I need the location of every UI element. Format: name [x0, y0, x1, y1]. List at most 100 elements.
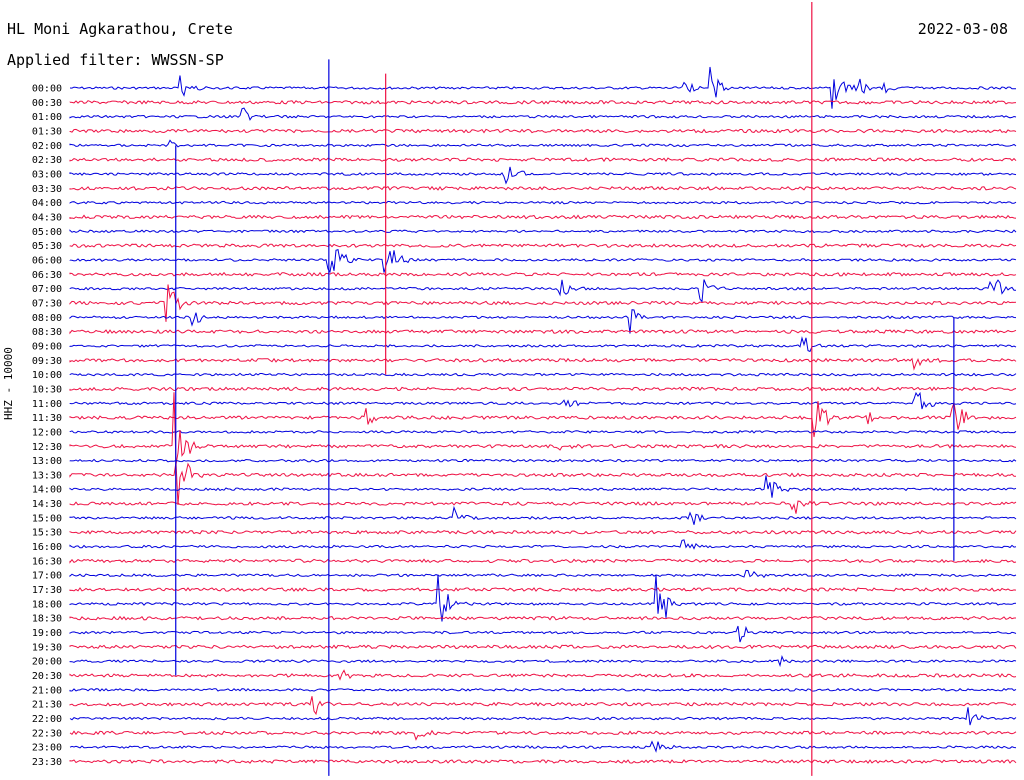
trace-row — [69, 529, 1017, 535]
row-time-label: 20:30 — [32, 671, 62, 682]
row-time-label: 23:30 — [32, 757, 62, 768]
row-time-label: 00:00 — [32, 84, 62, 95]
row-time-label: 15:00 — [32, 513, 62, 524]
row-time-label: 07:30 — [32, 298, 62, 309]
row-time-label: 16:30 — [32, 556, 62, 567]
trace-row — [69, 505, 1017, 525]
row-time-label: 13:00 — [32, 456, 62, 467]
row-time-label: 11:30 — [32, 413, 62, 424]
row-time-label: 05:00 — [32, 227, 62, 238]
row-time-label: 16:00 — [32, 542, 62, 553]
row-time-label: 11:00 — [32, 399, 62, 410]
date-label: 2022-03-08 — [917, 20, 1008, 38]
row-time-label: 13:30 — [32, 470, 62, 481]
trace-row — [69, 401, 1017, 438]
trace-row — [69, 284, 1017, 322]
row-time-label: 12:30 — [32, 442, 62, 453]
trace-row — [69, 574, 1017, 622]
row-time-label: 04:00 — [32, 198, 62, 209]
row-time-label: 02:30 — [32, 155, 62, 166]
trace-row — [69, 644, 1017, 650]
row-time-label: 19:00 — [32, 628, 62, 639]
trace-row — [69, 615, 1016, 621]
trace-row — [69, 271, 1017, 277]
row-time-label: 14:30 — [32, 499, 62, 510]
row-time-label: 17:00 — [32, 571, 62, 582]
trace-row — [69, 740, 1017, 753]
trace-row — [69, 696, 1017, 716]
trace-row — [69, 279, 1016, 303]
row-time-label: 07:00 — [32, 284, 62, 295]
trace-row — [69, 392, 1017, 465]
row-time-label: 17:30 — [32, 585, 62, 596]
trace-row — [69, 309, 1017, 334]
row-time-label: 10:00 — [32, 370, 62, 381]
trace-row — [69, 386, 1017, 392]
trace-row — [69, 539, 1017, 550]
row-time-label: 09:30 — [32, 356, 62, 367]
station-title: HL Moni Agkarathou, Crete — [7, 20, 233, 38]
filter-label: Applied filter: WWSSN-SP — [7, 51, 224, 69]
row-time-label: 23:00 — [32, 743, 62, 754]
trace-row — [69, 669, 1017, 681]
row-time-label: 09:00 — [32, 341, 62, 352]
trace-row — [69, 329, 1017, 335]
row-time-label: 01:30 — [32, 126, 62, 137]
row-time-label: 20:00 — [32, 657, 62, 668]
trace-row — [69, 688, 1017, 692]
row-time-label: 18:00 — [32, 599, 62, 610]
trace-row — [69, 707, 1017, 726]
trace-row — [69, 458, 1017, 463]
trace-row — [69, 139, 1017, 148]
row-time-label: 18:30 — [32, 614, 62, 625]
trace-row — [69, 429, 1017, 434]
trace-row — [69, 200, 1017, 205]
trace-row — [69, 66, 1016, 109]
row-time-label: 04:30 — [32, 212, 62, 223]
trace-row — [69, 243, 1017, 248]
trace-row — [69, 99, 1017, 105]
trace-row — [69, 391, 1017, 410]
trace-row — [69, 157, 1017, 163]
trace-row — [69, 249, 1017, 274]
trace-row — [69, 558, 1017, 564]
trace-row — [69, 729, 1017, 741]
row-time-label: 02:00 — [32, 141, 62, 152]
trace-row — [69, 655, 1017, 668]
trace-row — [69, 759, 1017, 764]
row-time-label: 05:30 — [32, 241, 62, 252]
row-time-label: 22:30 — [32, 728, 62, 739]
trace-row — [69, 336, 1017, 353]
row-time-label: 06:30 — [32, 270, 62, 281]
trace-row — [69, 587, 1017, 592]
trace-row — [69, 372, 1017, 377]
trace-row — [69, 500, 1017, 514]
row-time-label: 10:30 — [32, 384, 62, 395]
row-time-label: 08:00 — [32, 313, 62, 324]
trace-row — [69, 475, 1017, 498]
row-time-label: 06:00 — [32, 255, 62, 266]
row-time-label: 03:30 — [32, 184, 62, 195]
row-time-label: 12:00 — [32, 427, 62, 438]
trace-row — [69, 625, 1017, 643]
trace-row — [69, 357, 1017, 371]
row-time-label: 21:00 — [32, 685, 62, 696]
trace-row — [69, 128, 1017, 134]
trace-row — [69, 229, 1017, 234]
trace-row — [69, 166, 1017, 185]
row-time-label: 00:30 — [32, 98, 62, 109]
row-time-label: 14:00 — [32, 485, 62, 496]
row-time-label: 01:00 — [32, 112, 62, 123]
trace-row — [69, 462, 1016, 506]
row-time-label: 21:30 — [32, 700, 62, 711]
trace-row — [69, 214, 1017, 220]
row-time-label: 15:30 — [32, 528, 62, 539]
row-time-label: 22:00 — [32, 714, 62, 725]
trace-row — [69, 569, 1017, 579]
trace-row — [69, 107, 1017, 121]
trace-row — [69, 185, 1017, 191]
row-time-label: 03:00 — [32, 169, 62, 180]
row-time-label: 08:30 — [32, 327, 62, 338]
row-time-label: 19:30 — [32, 642, 62, 653]
